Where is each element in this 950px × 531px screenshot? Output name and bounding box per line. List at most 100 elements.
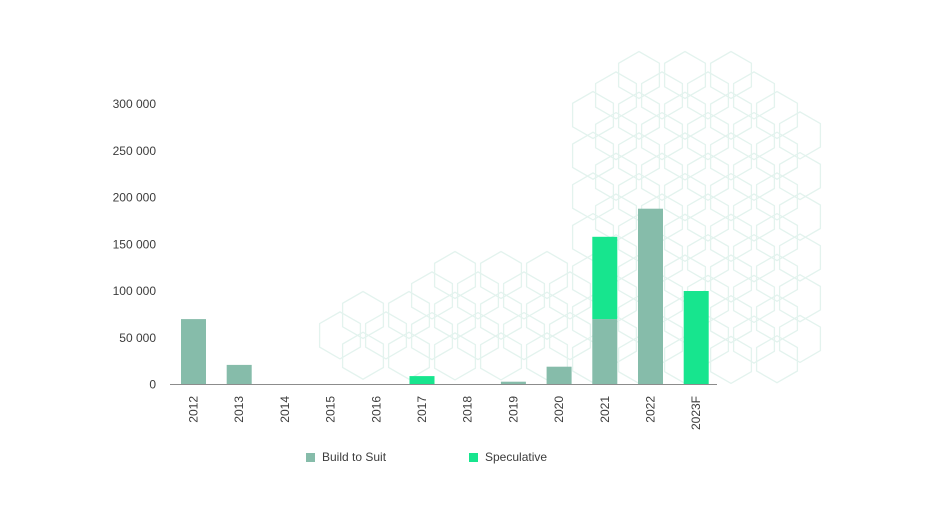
hexagon-outline <box>663 91 707 140</box>
hexagon-outline <box>755 172 799 221</box>
bar-build-to-suit-2021 <box>592 319 618 385</box>
y-axis-tick-labels: 0 50 000 100 000 150 000 200 000 250 000 300 0… <box>113 97 157 392</box>
hexagon-background-pattern <box>318 50 822 385</box>
hexagon-outline <box>755 334 799 384</box>
legend-item-build-to-suit: Build to Suit <box>306 450 386 464</box>
hexagon-outline <box>686 71 730 120</box>
hexagon-outline <box>663 50 707 100</box>
hexagon-outline <box>732 111 776 161</box>
x-tick-label: 2012 <box>187 396 201 423</box>
x-tick-label: 2018 <box>461 396 475 423</box>
hexagon-outline <box>709 213 753 263</box>
hexagon-outline <box>640 152 684 202</box>
hexagon-outline <box>479 332 523 381</box>
hexagon-outline <box>456 311 500 361</box>
hexagon-outline <box>709 172 753 222</box>
hexagon-outline <box>778 151 822 201</box>
hexagon-outline <box>617 132 661 181</box>
hexagon-outline <box>571 131 615 180</box>
hexagon-outline <box>502 311 546 361</box>
hexagon-outline <box>318 311 362 360</box>
bar-build-to-suit-2022 <box>638 208 663 385</box>
y-tick-label: 200 000 <box>113 191 157 205</box>
legend-item-speculative: Speculative <box>469 450 547 464</box>
legend-swatch-speculative <box>469 452 478 462</box>
x-tick-label: 2016 <box>369 396 383 423</box>
hexagon-outline <box>778 314 822 364</box>
hexagon-outline <box>525 250 569 300</box>
hexagon-outline <box>341 331 385 380</box>
x-tick-label: 2020 <box>552 396 566 423</box>
hexagon-outline <box>594 71 638 120</box>
y-tick-label: 0 <box>149 378 156 392</box>
bars <box>181 208 709 385</box>
hexagon-outline <box>663 132 707 181</box>
hexagon-outline <box>732 152 776 202</box>
hexagon-outline <box>709 50 753 100</box>
hexagon-outline <box>778 192 822 242</box>
hexagon-outline <box>410 271 454 320</box>
x-tick-label: 2019 <box>506 396 520 423</box>
y-tick-label: 300 000 <box>113 97 157 111</box>
hexagon-outline <box>525 291 569 340</box>
x-tick-label: 2014 <box>278 396 292 423</box>
hexagon-outline <box>709 294 753 344</box>
hexagon-outline <box>732 233 776 283</box>
hexagon-outline <box>640 111 684 161</box>
hexagon-outline <box>341 290 385 340</box>
hexagon-outline <box>571 172 615 221</box>
hexagon-outline <box>594 152 638 202</box>
hexagon-outline <box>502 271 546 320</box>
hexagon-outline <box>686 193 730 242</box>
hexagon-outline <box>732 193 776 242</box>
hexagon-outline <box>364 311 408 360</box>
x-tick-label: 2017 <box>415 396 429 423</box>
hexagon-outline <box>755 294 799 343</box>
hexagon-outline <box>479 250 523 300</box>
x-tick-label: 2021 <box>598 396 612 423</box>
hexagon-outline <box>732 71 776 120</box>
hexagon-outline <box>755 90 799 140</box>
hexagon-outline <box>686 111 730 161</box>
y-tick-label: 100 000 <box>113 284 157 298</box>
hexagon-outline <box>433 250 477 300</box>
x-tick-label: 2023F <box>689 396 703 430</box>
bar-build-to-suit-2013 <box>226 364 252 385</box>
hexagon-outline <box>663 172 707 222</box>
hexagon-outline <box>686 152 730 202</box>
x-tick-label: 2022 <box>644 396 658 423</box>
hexagon-outline <box>709 335 753 385</box>
hexagon-outline <box>663 213 707 263</box>
y-tick-label: 250 000 <box>113 144 157 158</box>
bar-speculative-2023f <box>683 291 709 385</box>
hexagon-outline <box>594 111 638 161</box>
hexagon-outline <box>732 274 776 324</box>
hexagon-outline <box>686 233 730 283</box>
bar-build-to-suit-2020 <box>546 366 572 385</box>
hexagon-outline <box>755 131 799 180</box>
x-tick-label: 2013 <box>232 396 246 423</box>
x-axis-tick-labels: 2012 2013 2014 2015 2016 2017 2018 2019 2020 2021… <box>187 396 704 430</box>
legend-swatch-build-to-suit <box>306 452 315 462</box>
hexagon-outline <box>778 111 822 160</box>
hexagon-outline <box>571 90 615 140</box>
hexagon-outline <box>387 290 431 340</box>
hexagon-outline <box>479 291 523 340</box>
legend-label-build-to-suit: Build to Suit <box>322 450 387 464</box>
hexagon-outline <box>732 315 776 364</box>
hexagon-outline <box>755 212 799 262</box>
hexagon-outline <box>617 50 661 100</box>
hexagon-outline <box>617 91 661 140</box>
hexagon-outline <box>709 254 753 303</box>
hexagon-outline <box>456 271 500 320</box>
hexagon-outline <box>778 273 822 323</box>
y-tick-label: 150 000 <box>113 237 157 251</box>
bar-speculative-2017 <box>409 376 435 385</box>
hexagon-outline <box>640 71 684 120</box>
hexagon-outline <box>387 331 431 380</box>
hexagon-outline <box>548 311 592 361</box>
hexagon-outline <box>410 311 454 361</box>
hexagon-outline <box>548 271 592 320</box>
legend-label-speculative: Speculative <box>485 450 548 464</box>
